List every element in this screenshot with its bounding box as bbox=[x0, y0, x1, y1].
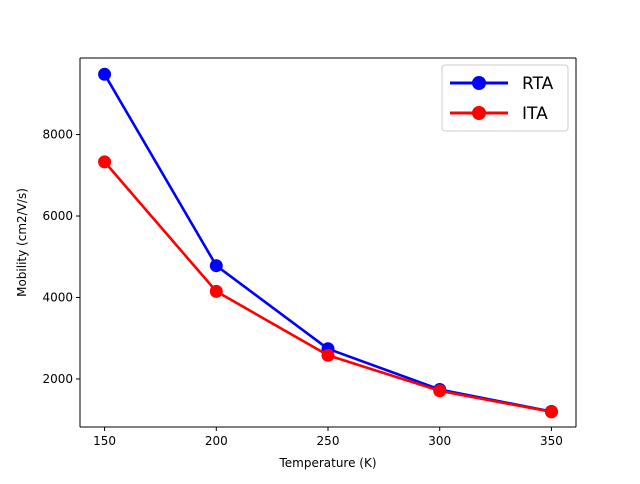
legend-label-ita: ITA bbox=[522, 104, 548, 124]
x-tick-label: 200 bbox=[205, 434, 228, 448]
x-axis-label: Temperature (K) bbox=[278, 456, 376, 470]
y-tick-label: 2000 bbox=[42, 372, 73, 386]
y-tick-label: 6000 bbox=[42, 209, 73, 223]
legend-marker-ita bbox=[472, 106, 486, 120]
y-tick-label: 8000 bbox=[42, 128, 73, 142]
x-tick-label: 250 bbox=[317, 434, 340, 448]
y-axis-ticks: 2000 4000 6000 8000 bbox=[42, 128, 80, 386]
series-layer bbox=[98, 67, 558, 419]
y-axis-label: Mobility (cm2/V/s) bbox=[15, 188, 29, 297]
data-point-ita bbox=[433, 384, 447, 398]
x-tick-label: 150 bbox=[93, 434, 116, 448]
data-point-ita bbox=[98, 155, 112, 169]
y-tick-label: 4000 bbox=[42, 290, 73, 304]
x-tick-label: 350 bbox=[540, 434, 563, 448]
data-point-ita bbox=[209, 284, 223, 298]
legend-items: RTA ITA bbox=[450, 74, 554, 124]
x-axis-ticks: 150 200 250 300 350 bbox=[93, 427, 563, 448]
legend-label-rta: RTA bbox=[522, 74, 554, 94]
legend: RTA ITA bbox=[441, 64, 569, 132]
legend-marker-rta bbox=[472, 76, 486, 90]
x-tick-label: 300 bbox=[428, 434, 451, 448]
data-point-ita bbox=[321, 348, 335, 362]
data-point-ita bbox=[544, 405, 558, 419]
data-point-rta bbox=[209, 259, 223, 273]
data-point-rta bbox=[98, 67, 112, 81]
